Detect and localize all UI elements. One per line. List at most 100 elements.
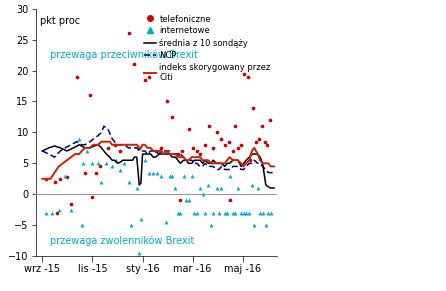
Point — [197, 186, 204, 190]
Point — [256, 136, 263, 141]
Point — [178, 149, 186, 153]
Point — [113, 158, 120, 163]
Point — [169, 173, 176, 178]
Point — [172, 186, 179, 190]
Point — [104, 146, 112, 150]
Point — [229, 210, 236, 215]
Point — [141, 158, 149, 163]
Point — [121, 161, 128, 166]
Point — [202, 143, 209, 147]
Point — [218, 186, 225, 190]
Point — [150, 170, 157, 175]
Point — [266, 118, 273, 123]
Point — [202, 210, 209, 215]
Point — [76, 136, 83, 141]
Point — [82, 170, 89, 175]
Point — [98, 180, 105, 184]
Point — [145, 170, 153, 175]
Point — [158, 173, 165, 178]
Point — [193, 210, 200, 215]
Point — [174, 152, 182, 156]
Point — [215, 210, 223, 215]
Point — [92, 170, 99, 175]
Point — [177, 198, 184, 203]
Text: przewaga przeciwników Brexit: przewaga przeciwników Brexit — [50, 50, 198, 60]
Point — [213, 186, 220, 190]
Point — [164, 99, 171, 104]
Point — [259, 210, 266, 215]
Point — [256, 210, 264, 215]
Text: przewaga zwolenników Brexit: przewaga zwolenników Brexit — [50, 235, 195, 246]
Point — [152, 149, 159, 153]
Point — [264, 143, 271, 147]
Point — [111, 143, 118, 147]
Point — [262, 223, 269, 228]
Point — [189, 146, 196, 150]
Point — [249, 105, 256, 110]
Point — [247, 158, 254, 163]
Point — [57, 176, 64, 181]
Point — [55, 207, 62, 212]
Point — [214, 130, 221, 135]
Point — [141, 77, 149, 82]
Point — [67, 201, 74, 206]
Point — [243, 210, 250, 215]
Point — [240, 210, 247, 215]
Point — [174, 210, 182, 215]
Point — [232, 210, 239, 215]
Point — [128, 223, 135, 228]
Point — [63, 175, 70, 179]
Point — [244, 74, 251, 79]
Point — [169, 115, 176, 119]
Point — [133, 186, 140, 190]
Point — [158, 146, 165, 150]
Point — [221, 143, 228, 147]
Point — [131, 62, 138, 67]
Point — [62, 173, 69, 178]
Point — [267, 210, 274, 215]
Point — [87, 93, 94, 98]
Point — [108, 164, 116, 169]
Point — [84, 149, 91, 153]
Point — [49, 210, 56, 215]
Point — [180, 173, 187, 178]
Point — [229, 149, 236, 153]
Point — [78, 223, 85, 228]
Point — [88, 161, 95, 166]
Point — [248, 183, 256, 187]
Point — [185, 198, 192, 203]
Point — [206, 124, 213, 129]
Point — [252, 139, 260, 144]
Point — [154, 170, 161, 175]
Point — [258, 124, 265, 129]
Point — [223, 210, 231, 215]
Point — [43, 210, 50, 215]
Point — [136, 251, 143, 255]
Point — [88, 195, 95, 200]
Point — [207, 223, 215, 228]
Point — [261, 139, 268, 144]
Point — [246, 210, 253, 215]
Point — [232, 124, 239, 129]
Point — [251, 223, 258, 228]
Text: pkt proc: pkt proc — [41, 16, 81, 26]
Point — [80, 161, 87, 166]
Point — [210, 210, 217, 215]
Point — [43, 176, 50, 181]
Point — [177, 210, 184, 215]
Point — [96, 164, 103, 169]
Point — [137, 217, 145, 221]
Point — [226, 198, 233, 203]
Point — [185, 127, 192, 132]
Point — [67, 207, 74, 212]
Point — [162, 220, 169, 224]
Point — [51, 180, 58, 184]
Point — [254, 186, 261, 190]
Point — [199, 192, 206, 197]
Point — [197, 152, 204, 156]
Point — [205, 183, 212, 187]
Point — [117, 167, 124, 172]
Point — [226, 173, 233, 178]
Point — [125, 31, 132, 36]
Point — [125, 180, 132, 184]
